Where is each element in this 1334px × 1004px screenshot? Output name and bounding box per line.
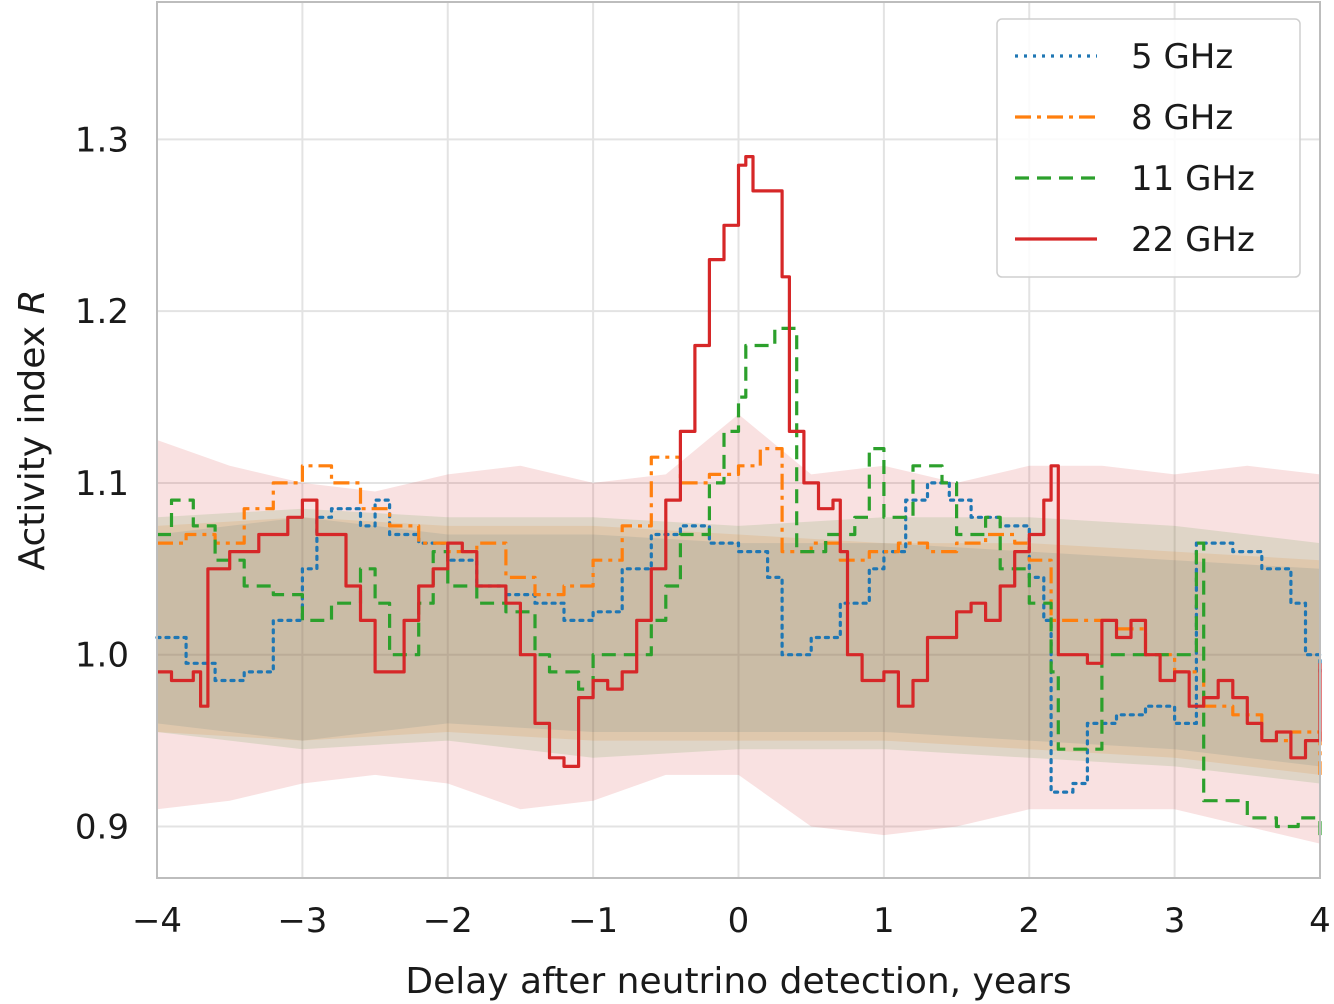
x-tick-label: 0 bbox=[728, 901, 750, 941]
x-tick-label: −3 bbox=[277, 901, 327, 941]
y-tick-label: 1.2 bbox=[75, 292, 129, 332]
y-tick-label: 1.3 bbox=[75, 120, 129, 160]
legend: 5 GHz 8 GHz 11 GHz 22 GHz bbox=[996, 18, 1301, 278]
legend-box bbox=[996, 18, 1301, 278]
series-lines bbox=[155, 155, 1322, 836]
x-tick-label: 1 bbox=[873, 901, 895, 941]
x-tick-label: 4 bbox=[1309, 901, 1331, 941]
plot-frame bbox=[156, 1, 1321, 879]
y-axis-title-main: Activity index bbox=[12, 315, 53, 571]
band-22-ghz bbox=[157, 414, 1320, 844]
series-line-11-ghz bbox=[157, 326, 1322, 836]
series-line-22-ghz bbox=[157, 155, 1322, 768]
x-tick-label: 2 bbox=[1018, 901, 1040, 941]
y-tick-label: 1.0 bbox=[75, 636, 129, 676]
legend-label-11-ghz: 11 GHz bbox=[1131, 159, 1255, 199]
x-tick-label: −1 bbox=[568, 901, 618, 941]
legend-label-5-ghz: 5 GHz bbox=[1131, 37, 1233, 77]
y-tick-labels: 0.9 1.0 1.1 1.2 1.3 bbox=[75, 120, 129, 847]
x-tick-label: −4 bbox=[132, 901, 182, 941]
y-axis-title-symbol: R bbox=[12, 289, 53, 314]
x-tick-label: −2 bbox=[423, 901, 473, 941]
x-tick-label: 3 bbox=[1164, 901, 1186, 941]
legend-label-8-ghz: 8 GHz bbox=[1131, 98, 1233, 138]
legend-label-22-ghz: 22 GHz bbox=[1131, 220, 1255, 260]
x-tick-labels: −4 −3 −2 −1 0 1 2 3 4 bbox=[132, 901, 1331, 941]
y-tick-label: 0.9 bbox=[75, 807, 129, 847]
x-axis-title: Delay after neutrino detection, years bbox=[405, 961, 1071, 1002]
y-tick-label: 1.1 bbox=[75, 464, 129, 504]
y-axis-title: Activity index R bbox=[12, 289, 53, 570]
